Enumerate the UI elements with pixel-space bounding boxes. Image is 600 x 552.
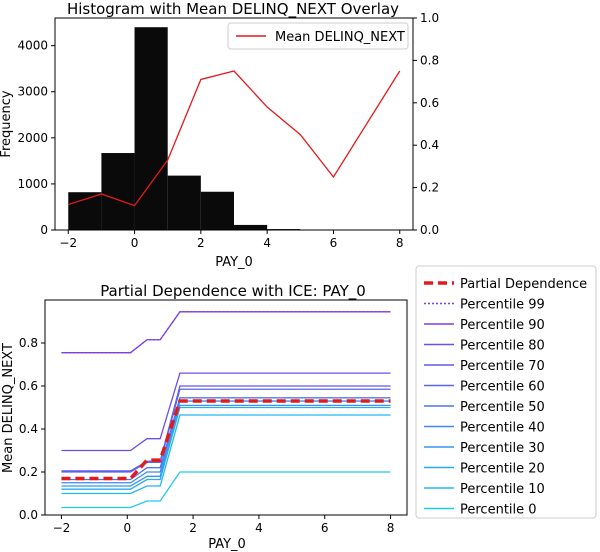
pdp-y-tick-label: 0.0 [19, 508, 38, 522]
legend-label: Percentile 70 [460, 359, 545, 374]
pdp-x-tick-label: 6 [321, 521, 329, 535]
pdp-y-tick-label: 0.4 [19, 422, 38, 436]
histogram-bar [68, 192, 102, 230]
pdp-x-tick-label: 0 [123, 521, 131, 535]
histogram-y2-tick-label: 0.4 [420, 138, 439, 152]
histogram-x-tick-label: −2 [59, 236, 77, 250]
histogram-y-axis-label: Frequency [0, 90, 14, 157]
histogram-bar [234, 224, 268, 230]
legend-label: Percentile 0 [460, 503, 537, 518]
pdp-x-axis-label: PAY_0 [208, 537, 246, 552]
histogram-plot-frame [54, 17, 414, 231]
ice-line-percentile-40 [61, 400, 391, 484]
legend-label-mean: Mean DELINQ_NEXT [275, 30, 405, 45]
histogram-y2-tick-label: 0.2 [420, 181, 439, 195]
ice-line-percentile-60 [61, 388, 391, 473]
histogram-x-tick-label: 8 [396, 236, 404, 250]
histogram-bar [101, 153, 135, 230]
mean-delinq-line [68, 70, 401, 207]
ice-line-percentile-80 [61, 372, 391, 452]
ice-line-percentile-10 [61, 414, 391, 495]
legend-label: Percentile 10 [460, 482, 545, 497]
pdp-line [61, 399, 391, 481]
pdp-title: Partial Dependence with ICE: PAY_0 [100, 282, 366, 301]
ice-line-percentile-90 [61, 311, 391, 354]
histogram-bar [167, 175, 201, 230]
histogram-x-tick-label: 4 [263, 236, 271, 250]
histogram-x-tick-label: 0 [131, 236, 139, 250]
ice-line-percentile-70 [61, 385, 391, 472]
pdp-y-tick-label: 0.8 [19, 336, 38, 350]
ice-line-percentile-20 [61, 406, 391, 490]
legend-label: Percentile 99 [460, 298, 545, 313]
legend-label: Percentile 90 [460, 318, 545, 333]
histogram-title: Histogram with Mean DELINQ_NEXT Overlay [67, 0, 399, 19]
legend-label: Percentile 40 [460, 421, 545, 436]
histogram-chart: Histogram with Mean DELINQ_NEXT Overlay … [0, 0, 439, 270]
ice-line-percentile-99 [61, 311, 391, 354]
pdp-x-tick-label: 2 [189, 521, 197, 535]
legend-label: Percentile 80 [460, 339, 545, 354]
histogram-y2-tick-label: 0.8 [420, 53, 439, 67]
histogram-y2-tick-label: 0.0 [420, 223, 439, 237]
histogram-y-tick-label: 0 [40, 223, 48, 237]
legend-label: Percentile 60 [460, 380, 545, 395]
legend-label: Percentile 30 [460, 441, 545, 456]
histogram-bar [134, 27, 168, 230]
histogram-x-tick-label: 2 [197, 236, 205, 250]
pdp-x-tick-label: 4 [255, 521, 263, 535]
histogram-legend: Mean DELINQ_NEXT [227, 22, 409, 50]
ice-line-percentile-50 [61, 397, 391, 481]
histogram-x-tick-label: 6 [330, 236, 338, 250]
pdp-ice-chart: Partial Dependence with ICE: PAY_0 −2 0 2 4… [1, 265, 597, 552]
histogram-y2-tick-label: 1.0 [420, 11, 439, 25]
histogram-y-tick-label: 3000 [17, 85, 48, 99]
pdp-y-axis-label: Mean DELINQ_NEXT [1, 343, 16, 473]
histogram-bar [200, 191, 234, 230]
histogram-y2-tick-label: 0.6 [420, 96, 439, 110]
legend-label: Percentile 20 [460, 462, 545, 477]
pdp-x-tick-label: −2 [53, 521, 71, 535]
pdp-y-tick-label: 0.2 [19, 465, 38, 479]
legend-label: Partial Dependence [460, 277, 587, 292]
pdp-x-tick-label: 8 [387, 521, 395, 535]
pdp-legend: Partial Dependence Percentile 99 Percentil… [415, 265, 597, 519]
ice-line-percentile-30 [61, 404, 391, 487]
histogram-x-axis-label: PAY_0 [215, 255, 253, 270]
histogram-y-tick-label: 1000 [17, 177, 48, 191]
pdp-y-tick-label: 0.6 [19, 379, 38, 393]
ice-line-percentile-0 [61, 471, 391, 509]
histogram-y-tick-label: 4000 [17, 39, 48, 53]
pdp-plot-frame [44, 299, 408, 516]
histogram-y-tick-label: 2000 [17, 131, 48, 145]
legend-label: Percentile 50 [460, 400, 545, 415]
